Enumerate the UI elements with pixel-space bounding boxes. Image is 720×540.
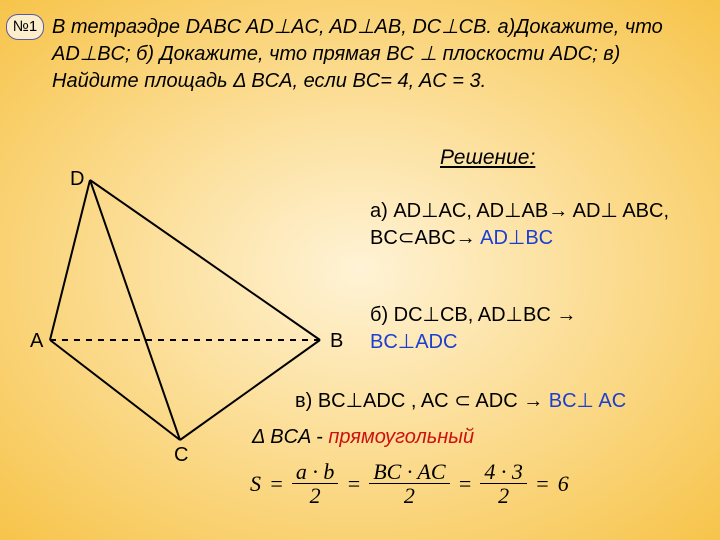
solution-part-d: Δ BCA - прямоугольный [252,424,692,451]
problem-number-text: №1 [13,18,37,35]
part-b-text: б) DC⊥CB, AD⊥BC → [370,304,576,326]
formula-S: S [250,471,261,497]
formula-eq1: = [269,471,284,497]
part-d-prefix: Δ BCA - [252,426,328,448]
part-c-subset: ⊂ [454,390,471,412]
problem-number-badge: №1 [6,14,44,40]
solution-part-c: в) BC⊥ADC , AC ⊂ ADC → BC⊥ AC [295,388,715,415]
formula-frac1: a · b 2 [292,460,339,507]
solution-part-b: б) DC⊥CB, AD⊥BC → BC⊥ADC [370,302,700,356]
frac1-num: a · b [292,460,339,484]
formula-frac3: 4 · 3 2 [480,460,527,507]
part-c-mid: ADC → [471,390,549,412]
frac2-den: 2 [400,484,419,507]
solution-heading: Решение: [440,146,535,170]
part-c-prefix: в) BC⊥ADC , AC [295,390,454,412]
area-formula: S = a · b 2 = BC · AC 2 = 4 · 3 2 = 6 [250,460,569,507]
part-b-highlight: BC⊥ADC [370,331,457,353]
vertex-label-B: B [330,330,343,353]
solution-part-a: а) AD⊥AC, AD⊥AB→ AD⊥ ABC, BC⊂ABC→ AD⊥BC [370,198,700,252]
formula-eq3: = [458,471,473,497]
frac1-den: 2 [306,484,325,507]
part-d-word: прямоугольный [328,426,474,448]
problem-statement: В тетраэдре DABC AD⊥AC, AD⊥AB, DC⊥CB. а)… [52,14,702,95]
part-a-highlight: AD⊥BC [480,227,553,249]
frac3-den: 2 [494,484,513,507]
slide-content: №1 В тетраэдре DABC AD⊥AC, AD⊥AB, DC⊥CB.… [0,0,720,540]
vertex-label-D: D [70,168,84,191]
formula-eq2: = [346,471,361,497]
formula-frac2: BC · AC 2 [369,460,449,507]
frac3-num: 4 · 3 [480,460,527,484]
part-c-highlight: BC⊥ AC [549,390,626,412]
formula-eq4: = [535,471,550,497]
formula-result: 6 [558,471,569,497]
vertex-label-A: A [30,330,43,353]
vertex-label-C: C [174,444,188,467]
frac2-num: BC · AC [369,460,449,484]
